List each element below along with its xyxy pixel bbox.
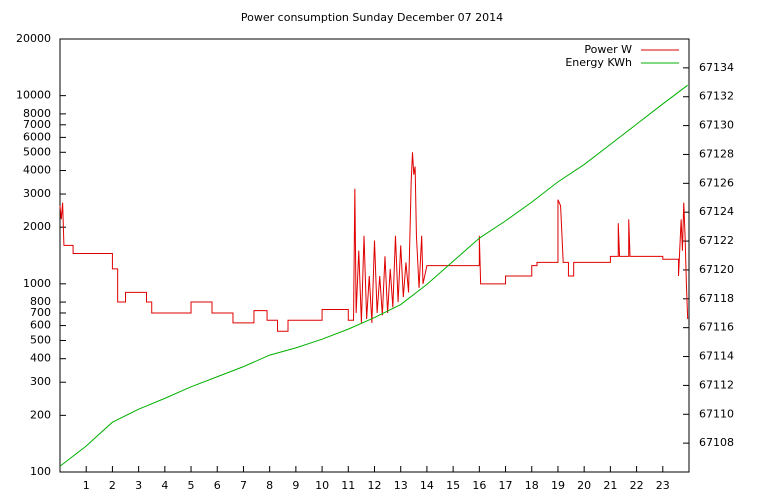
y2-tick-label: 67126 <box>699 176 734 189</box>
chart-title: Power consumption Sunday December 07 201… <box>241 11 503 24</box>
x-tick-label: 22 <box>630 479 644 492</box>
y-tick-label: 6000 <box>23 130 51 143</box>
x-tick-label: 11 <box>341 479 355 492</box>
y-tick-label: 600 <box>30 319 51 332</box>
y-tick-label: 10000 <box>16 89 51 102</box>
x-tick-label: 23 <box>656 479 670 492</box>
x-tick-label: 19 <box>551 479 565 492</box>
x-tick-label: 9 <box>292 479 299 492</box>
x-tick-label: 7 <box>240 479 247 492</box>
x-tick-label: 18 <box>525 479 539 492</box>
x-tick-label: 21 <box>603 479 617 492</box>
x-tick-label: 13 <box>394 479 408 492</box>
x-tick-label: 14 <box>420 479 434 492</box>
y2-tick-label: 67130 <box>699 119 734 132</box>
x-tick-label: 4 <box>161 479 168 492</box>
x-tick-label: 8 <box>266 479 273 492</box>
y2-tick-label: 67120 <box>699 263 734 276</box>
y2-tick-label: 67128 <box>699 147 734 160</box>
y2-tick-label: 67110 <box>699 407 734 420</box>
x-tick-label: 3 <box>135 479 142 492</box>
y-tick-label: 20000 <box>16 32 51 45</box>
x-tick-label: 15 <box>446 479 460 492</box>
y-tick-label: 300 <box>30 375 51 388</box>
y-tick-label: 8000 <box>23 107 51 120</box>
x-tick-label: 2 <box>109 479 116 492</box>
series-line <box>59 152 689 332</box>
x-tick-label: 12 <box>368 479 382 492</box>
y-tick-label: 1000 <box>23 277 51 290</box>
y2-tick-label: 67114 <box>699 350 734 363</box>
y-tick-label: 200 <box>30 408 51 421</box>
y-tick-label: 700 <box>30 306 51 319</box>
x-tick-label: 17 <box>499 479 513 492</box>
y-tick-label: 5000 <box>23 145 51 158</box>
y2-tick-label: 67122 <box>699 234 734 247</box>
y2-tick-label: 67134 <box>699 61 734 74</box>
y-tick-label: 800 <box>30 295 51 308</box>
x-tick-label: 16 <box>472 479 486 492</box>
y2-tick-label: 67112 <box>699 378 734 391</box>
y-tick-label: 7000 <box>23 118 51 131</box>
y-tick-label: 500 <box>30 333 51 346</box>
y-tick-label: 100 <box>30 465 51 478</box>
y-tick-label: 4000 <box>23 164 51 177</box>
y2-tick-label: 67118 <box>699 292 734 305</box>
x-tick-label: 6 <box>214 479 221 492</box>
series-line <box>59 84 688 467</box>
y2-tick-label: 67116 <box>699 321 734 334</box>
x-tick-label: 1 <box>83 479 90 492</box>
y-tick-label: 400 <box>30 352 51 365</box>
y-tick-label: 3000 <box>23 187 51 200</box>
x-tick-label: 5 <box>188 479 195 492</box>
y2-tick-label: 67124 <box>699 205 734 218</box>
legend-label: Power W <box>584 43 632 56</box>
y-tick-label: 2000 <box>23 220 51 233</box>
x-tick-label: 10 <box>315 479 329 492</box>
y2-tick-label: 67132 <box>699 90 734 103</box>
legend-label: Energy KWh <box>565 56 632 69</box>
x-tick-label: 20 <box>577 479 591 492</box>
y2-tick-label: 67108 <box>699 436 734 449</box>
